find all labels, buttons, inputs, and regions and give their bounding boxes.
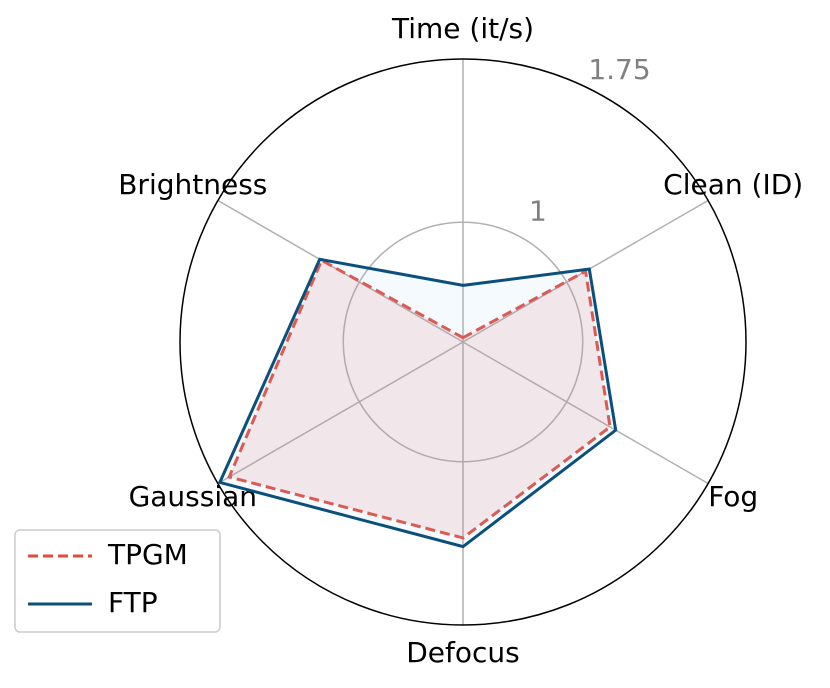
axis-label: Clean (ID) — [663, 168, 803, 201]
grid-circle — [179, 58, 747, 626]
legend: TPGM FTP — [14, 529, 221, 633]
axis-label: Defocus — [406, 636, 520, 669]
axis-label: Brightness — [118, 168, 267, 201]
r-tick-label: 1.75 — [588, 53, 650, 86]
series-line — [217, 257, 618, 549]
axis-label: Time (it/s) — [391, 12, 534, 45]
series-area — [219, 259, 616, 547]
spoke — [462, 341, 709, 485]
grid-circle — [342, 221, 584, 463]
axis-label: Fog — [708, 480, 758, 513]
legend-label: TPGM — [107, 538, 188, 571]
series-line — [227, 258, 612, 540]
r-tick-label: 1 — [529, 194, 547, 227]
series-area — [229, 260, 611, 538]
legend-label: FTP — [108, 586, 158, 619]
spoke — [217, 341, 464, 485]
